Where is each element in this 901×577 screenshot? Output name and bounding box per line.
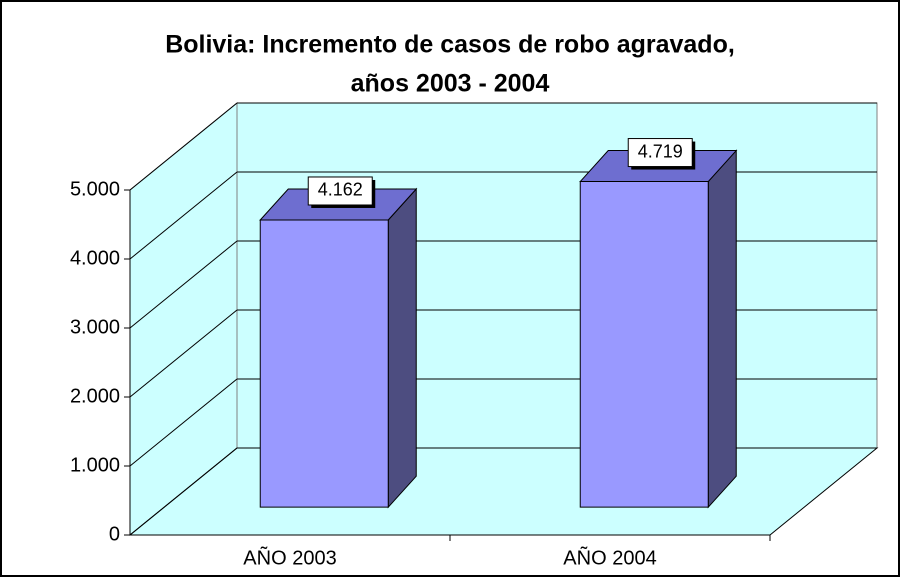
bar-front [259, 219, 389, 508]
bar [259, 187, 418, 509]
y-tick-label: 2.000 [70, 385, 120, 407]
bar-front [579, 181, 709, 508]
y-tick-label: 3.000 [70, 316, 120, 338]
x-tick-label: AÑO 2004 [563, 545, 656, 569]
data-label: 4.162 [318, 180, 363, 200]
y-tick-label: 0 [109, 523, 120, 545]
bar [579, 149, 738, 509]
grid-line [129, 378, 238, 467]
grid-line [129, 171, 238, 260]
data-label: 4.719 [638, 141, 683, 161]
data-label-box [307, 176, 373, 206]
grid-line [129, 447, 238, 536]
bar-side [387, 187, 417, 509]
chart-title: años 2003 - 2004 [351, 70, 550, 98]
grid-line [129, 309, 238, 398]
bar-side [707, 149, 737, 509]
floor [128, 447, 879, 536]
chart-title: Bolivia: Incremento de casos de robo agr… [165, 31, 735, 59]
data-label-box [627, 138, 693, 168]
x-tick-label: AÑO 2003 [243, 545, 336, 569]
y-tick-label: 1.000 [70, 454, 120, 476]
grid-line [129, 102, 238, 191]
grid-line [129, 240, 238, 329]
y-tick-label: 4.000 [70, 247, 120, 269]
y-tick-label: 5.000 [70, 178, 120, 200]
